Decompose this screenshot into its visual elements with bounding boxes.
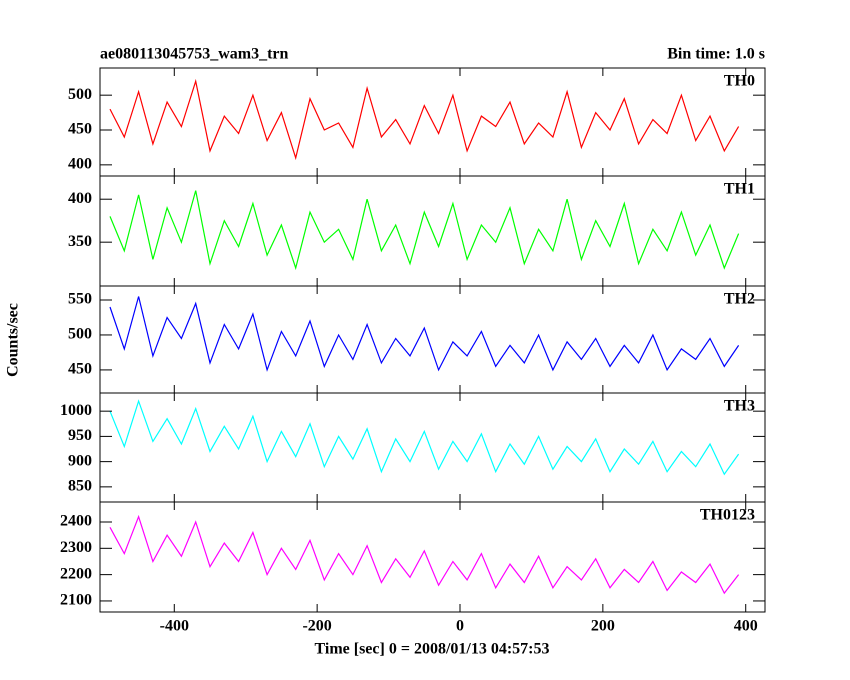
panel-frame: [99, 285, 766, 394]
y-tick-label: 500: [68, 326, 92, 343]
y-tick-label: 450: [68, 361, 92, 378]
light-curve: [109, 78, 740, 161]
chart-subtitle: Bin time: 1.0 s: [667, 46, 765, 63]
y-tick-label: 2400: [60, 513, 92, 530]
light-curve: [109, 399, 740, 476]
y-tick-label: 2300: [60, 539, 92, 556]
y-tick-label: 450: [68, 121, 92, 138]
x-tick-label: -400: [160, 618, 189, 635]
light-curve: [109, 514, 740, 595]
y-tick-label: 2200: [60, 565, 92, 582]
x-tick-label: 0: [456, 618, 464, 635]
y-tick-label: 850: [68, 478, 92, 495]
y-tick-label: 2100: [60, 592, 92, 609]
light-curve: [109, 296, 740, 372]
x-tick-label: 200: [591, 618, 615, 635]
panel-label: TH0: [724, 73, 755, 90]
y-tick-label: 950: [68, 427, 92, 444]
light-curve: [109, 190, 740, 271]
y-tick-label: 400: [68, 156, 92, 173]
y-tick-label: 350: [68, 233, 92, 250]
y-tick-label: 400: [68, 190, 92, 207]
y-tick-label: 500: [68, 86, 92, 103]
panel-frame: [99, 501, 766, 613]
panel-frame: [99, 392, 766, 503]
x-tick-label: -200: [302, 618, 331, 635]
panel-label: TH3: [724, 398, 755, 415]
y-tick-label: 550: [68, 291, 92, 308]
y-axis-label: Counts/sec: [5, 303, 22, 377]
x-tick-label: 400: [734, 618, 758, 635]
panel-label: TH0123: [700, 507, 755, 524]
y-tick-label: 900: [68, 452, 92, 469]
x-axis-label: Time [sec] 0 = 2008/01/13 04:57:53: [314, 641, 549, 658]
panel-label: TH1: [724, 181, 755, 198]
panel-label: TH2: [724, 291, 755, 308]
chart-title: ae080113045753_wam3_trn: [100, 46, 289, 63]
y-tick-label: 1000: [60, 402, 92, 419]
